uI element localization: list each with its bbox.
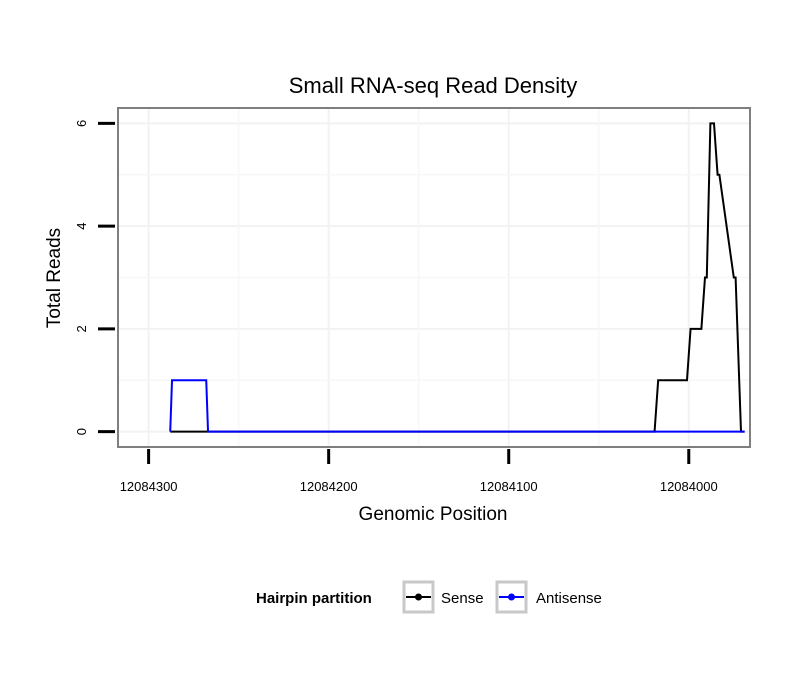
y-tick-label-0: 0 (74, 428, 89, 435)
chart-title: Small RNA-seq Read Density (289, 73, 578, 98)
y-tick-label-3: 6 (74, 120, 89, 127)
legend-key-box-antisense (495, 580, 528, 614)
series-line-antisense (169, 379, 745, 433)
panel-border (117, 107, 751, 448)
series-lines (169, 122, 745, 433)
legend-item-sense: Sense (402, 580, 484, 614)
y-tick-label-2: 4 (74, 223, 89, 230)
x-tick-label-2: 12084100 (480, 479, 538, 494)
y-axis-title: Total Reads (44, 228, 65, 328)
legend-label-antisense: Antisense (536, 590, 602, 607)
legend-key-point-sense (415, 593, 422, 601)
x-tick-label-1: 12084200 (300, 479, 358, 494)
x-axis: 12084300 12084200 12084100 12084000 (120, 449, 718, 494)
legend-title: Hairpin partition (256, 590, 372, 607)
y-axis: 0 2 4 6 (74, 120, 115, 435)
legend-item-antisense: Antisense (495, 580, 602, 614)
y-tick-label-1: 2 (74, 325, 89, 332)
legend-key-box-sense (402, 580, 435, 614)
x-tick-label-3: 12084000 (660, 479, 718, 494)
series-line-sense (170, 122, 745, 433)
x-axis-title: Genomic Position (359, 504, 508, 525)
legend: Hairpin partition Sense Antisense (256, 580, 602, 614)
legend-key-point-antisense (508, 593, 515, 601)
grid-lines (118, 108, 750, 447)
x-tick-label-0: 12084300 (120, 479, 178, 494)
legend-label-sense: Sense (441, 590, 484, 607)
